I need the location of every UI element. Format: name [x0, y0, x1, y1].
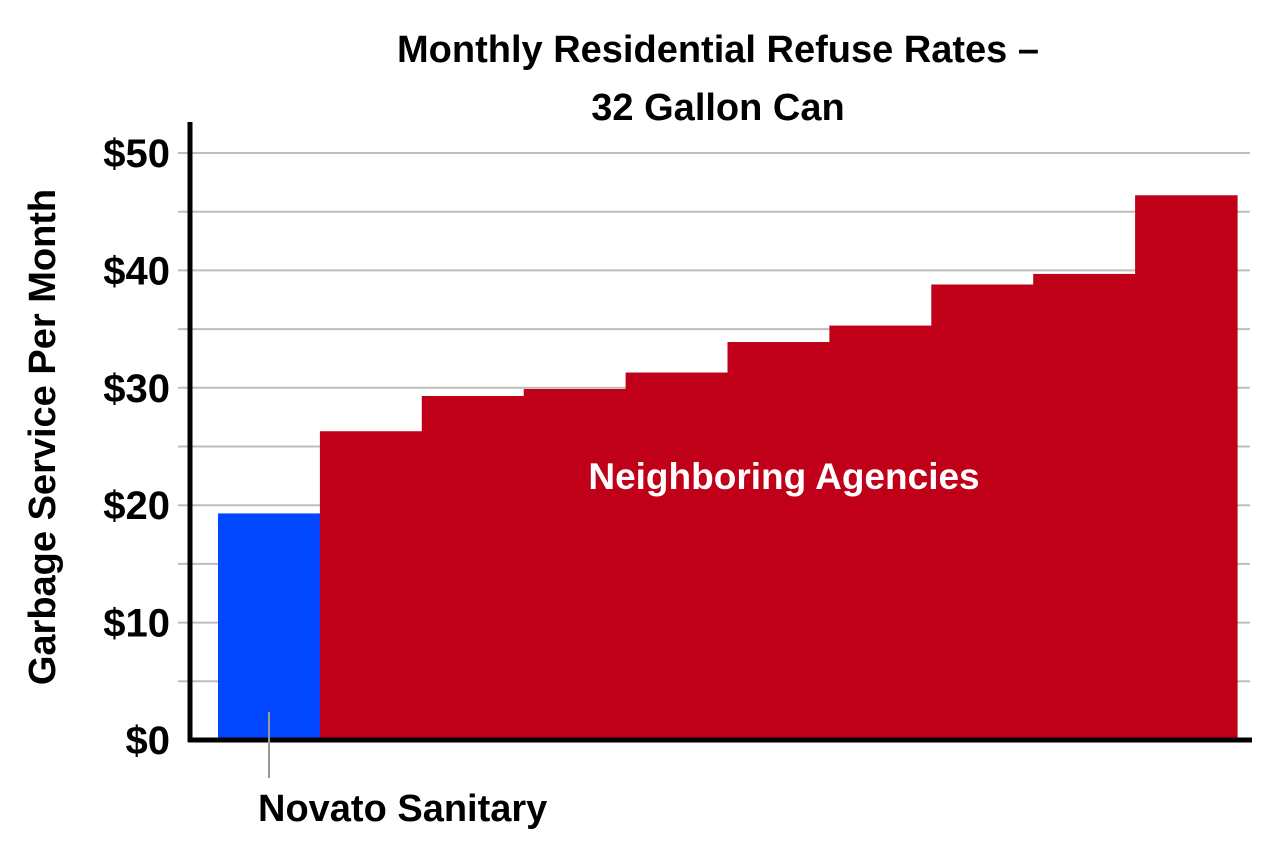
chart-title-line-2: 32 Gallon Can — [591, 87, 844, 129]
bar-neighboring-agency — [1033, 273, 1136, 740]
bar-novato-sanitary — [218, 513, 321, 740]
chart-title-line-1: Monthly Residential Refuse Rates – — [397, 29, 1039, 71]
y-tick-label: $10 — [103, 602, 170, 646]
novato-sanitary-label: Novato Sanitary — [258, 788, 547, 830]
bar-neighboring-agency — [727, 342, 830, 740]
y-tick-label: $20 — [103, 484, 170, 528]
y-tick-label: $30 — [103, 367, 170, 411]
bar-neighboring-agency — [421, 396, 525, 740]
neighboring-agencies-label: Neighboring Agencies — [588, 456, 979, 497]
axes — [187, 122, 1252, 743]
y-tick-label: $50 — [103, 132, 170, 176]
y-tick-label: $0 — [126, 719, 171, 763]
y-axis-title: Garbage Service Per Month — [22, 189, 64, 685]
bars — [218, 195, 1238, 740]
bar-neighboring-agency — [625, 372, 729, 740]
bar-neighboring-agency — [523, 388, 627, 740]
bar-neighboring-agency — [319, 431, 423, 740]
y-tick-labels: $0 $10 $20 $30 $40 $50 — [103, 132, 170, 763]
bar-neighboring-agency — [931, 284, 1034, 740]
bar-neighboring-agency — [1135, 195, 1238, 740]
y-tick-label: $40 — [103, 249, 170, 293]
bar-neighboring-agency — [829, 325, 932, 740]
